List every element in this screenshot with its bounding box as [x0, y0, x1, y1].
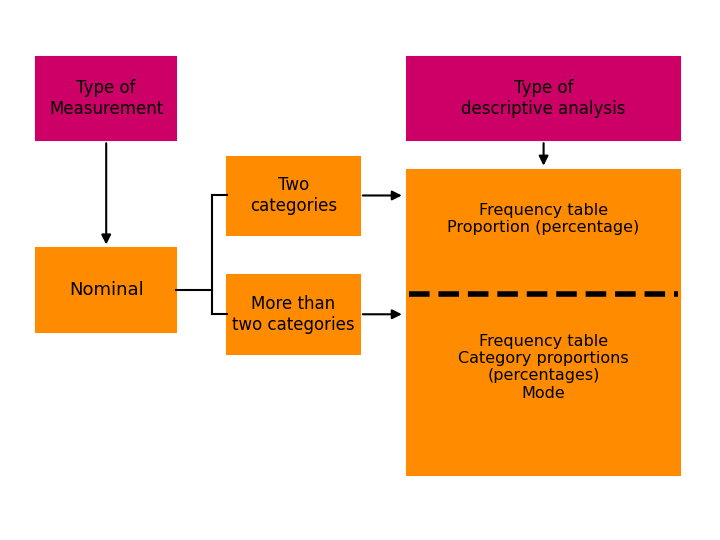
FancyBboxPatch shape [407, 170, 680, 475]
Text: Nominal: Nominal [69, 281, 143, 299]
Text: Frequency table
Category proportions
(percentages)
Mode: Frequency table Category proportions (pe… [459, 334, 629, 401]
FancyBboxPatch shape [36, 248, 176, 332]
FancyBboxPatch shape [407, 57, 680, 140]
FancyBboxPatch shape [36, 57, 176, 140]
Text: Type of
Measurement: Type of Measurement [49, 79, 163, 118]
FancyBboxPatch shape [227, 275, 360, 354]
Text: Two
categories: Two categories [250, 177, 337, 215]
Text: Type of
descriptive analysis: Type of descriptive analysis [462, 79, 626, 118]
Text: More than
two categories: More than two categories [232, 295, 355, 334]
Text: Frequency table
Proportion (percentage): Frequency table Proportion (percentage) [447, 202, 640, 235]
FancyBboxPatch shape [227, 157, 360, 235]
